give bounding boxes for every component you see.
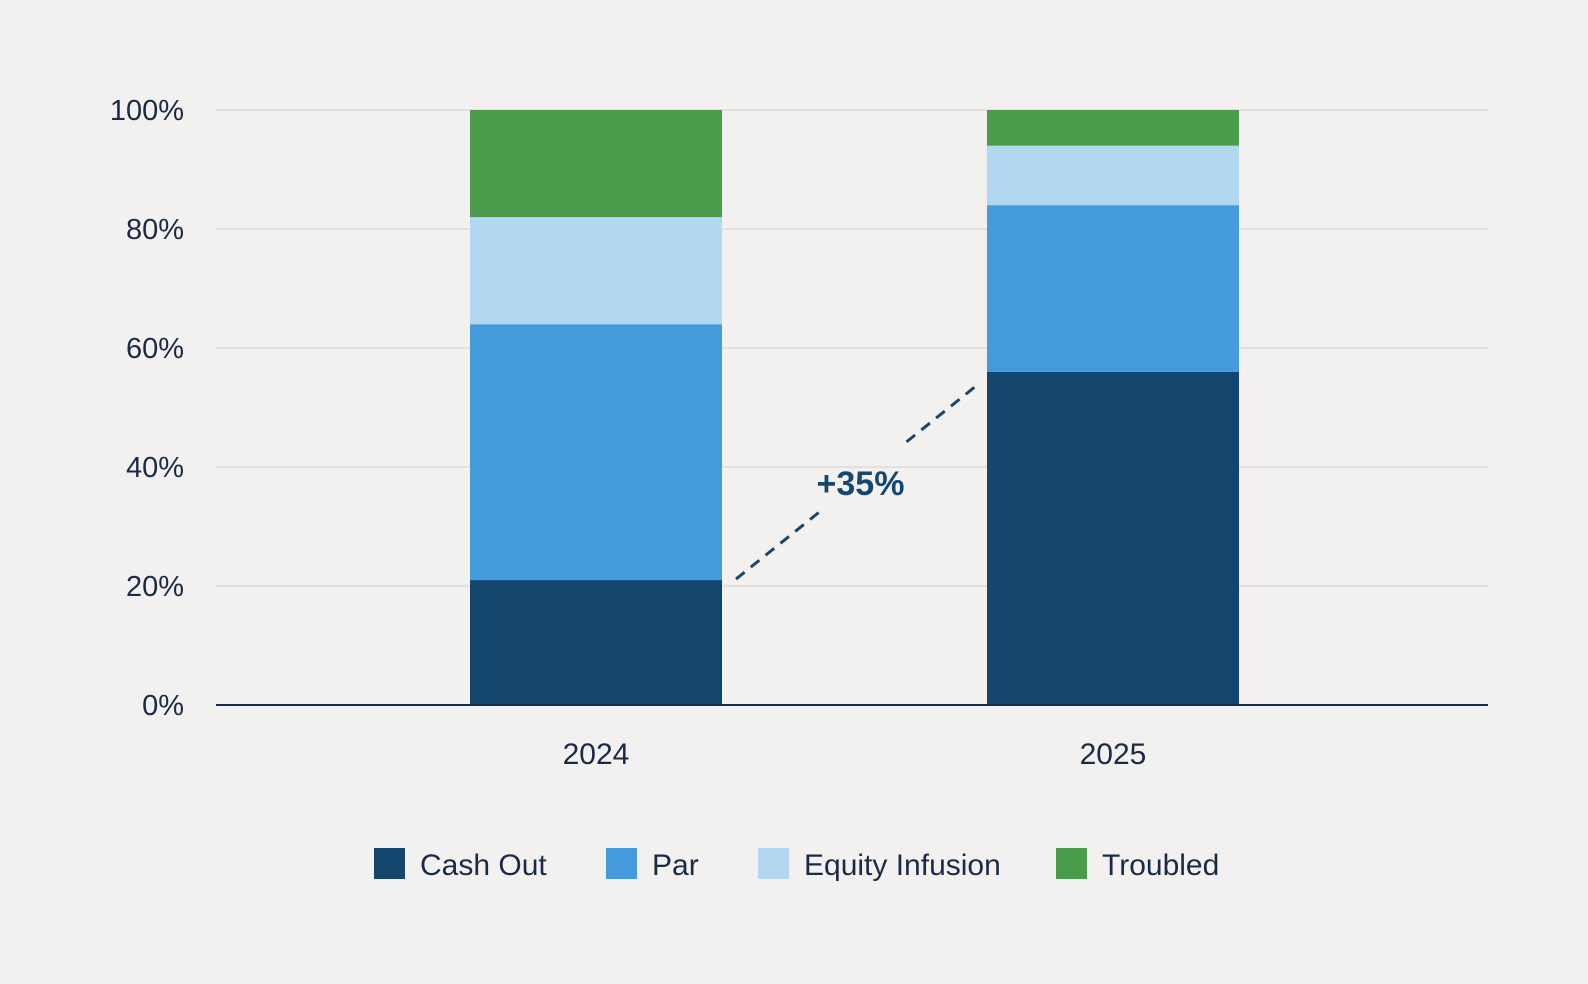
legend-swatch-equity-infusion <box>758 848 789 879</box>
bar-segment-equity-infusion-2025 <box>987 145 1239 206</box>
x-tick-label: 2025 <box>1080 738 1147 771</box>
y-tick-label: 80% <box>126 214 184 246</box>
legend-swatch-par <box>606 848 637 879</box>
legend-label-troubled: Troubled <box>1102 849 1219 882</box>
bar-segment-par-2024 <box>470 324 722 581</box>
y-axis-ticks: 0% 20% 40% 60% 80% 100% <box>110 95 184 722</box>
x-axis-labels: 2024 2025 <box>563 738 1147 771</box>
bar-segment-equity-infusion-2024 <box>470 217 722 325</box>
y-tick-label: 40% <box>126 452 184 484</box>
y-tick-label: 60% <box>126 333 184 365</box>
x-tick-label: 2024 <box>563 738 630 771</box>
legend-label-equity-infusion: Equity Infusion <box>804 849 1001 882</box>
y-tick-label: 100% <box>110 95 184 127</box>
change-annotation: +35% <box>735 385 976 581</box>
bar-segment-cash-out-2025 <box>987 371 1239 705</box>
bar-segment-par-2025 <box>987 205 1239 372</box>
bar-segment-troubled-2024 <box>470 110 722 218</box>
y-tick-label: 20% <box>126 571 184 603</box>
legend-swatch-troubled <box>1056 848 1087 879</box>
annotation-dashed-line-lower <box>735 509 822 581</box>
legend-label-cash-out: Cash Out <box>420 849 547 882</box>
y-tick-label: 0% <box>142 690 184 722</box>
legend: Cash Out Par Equity Infusion Troubled <box>374 848 1219 882</box>
gridlines <box>216 109 1488 587</box>
bar-segment-troubled-2025 <box>987 110 1239 146</box>
legend-swatch-cash-out <box>374 848 405 879</box>
annotation-dashed-line-upper <box>905 385 976 444</box>
bar-segment-cash-out-2024 <box>470 580 722 705</box>
bars <box>470 110 1239 705</box>
annotation-label: +35% <box>817 465 905 503</box>
legend-label-par: Par <box>652 849 699 882</box>
